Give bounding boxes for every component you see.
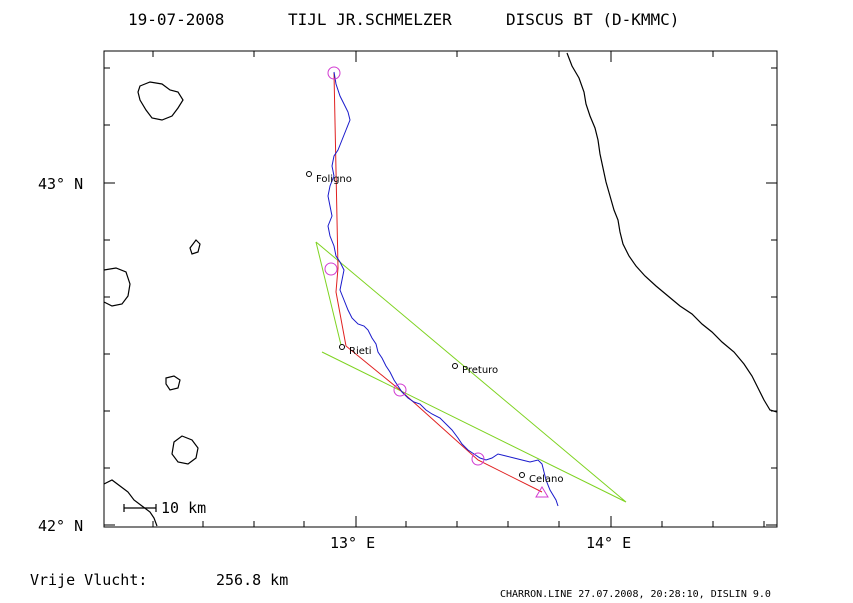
city-label-celano: Celano: [529, 474, 564, 485]
triangle-lines: [315, 241, 627, 503]
lake-vico: [165, 375, 181, 391]
flight-track: [327, 71, 559, 507]
lat-label-43: 43° N: [38, 175, 83, 193]
city-marker-foligno: [306, 171, 312, 177]
pilot-name: TIJL JR.SCHMELZER: [288, 10, 452, 29]
turnpoints: [324, 66, 549, 498]
tyrrhenian-coastline: [103, 479, 158, 527]
lake-trasimeno: [137, 81, 184, 121]
distance-value: 256.8 km: [216, 571, 288, 589]
coastline: [103, 52, 778, 527]
city-marker-preturo: [452, 363, 458, 369]
finish-triangle-marker: [535, 486, 549, 498]
city-marker-celano: [519, 472, 525, 478]
lakes: [103, 81, 201, 465]
city-label-preturo: Preturo: [462, 365, 498, 376]
turnpoint-3: [393, 383, 407, 397]
distance-label: Vrije Vlucht:: [30, 571, 147, 589]
task-line: [333, 72, 543, 493]
scale-bar: [123, 504, 157, 512]
turnpoint-4: [471, 452, 485, 466]
credit-line: CHARRON.LINE 27.07.2008, 20:28:10, DISLI…: [500, 589, 771, 600]
city-label-rieti: Rieti: [349, 346, 372, 357]
flight-date: 19-07-2008: [128, 10, 224, 29]
cities: Foligno Rieti Preturo Celano: [306, 171, 564, 485]
map-frame: [103, 50, 778, 528]
lat-label-42: 42° N: [38, 517, 83, 535]
lon-label-14: 14° E: [586, 534, 631, 552]
turnpoint-start: [327, 66, 341, 80]
scale-bar-label: 10 km: [161, 499, 206, 517]
glider-name: DISCUS BT (D-KMMC): [506, 10, 679, 29]
lake-bracciano: [171, 435, 199, 465]
lake-bolsena: [103, 267, 131, 307]
lon-label-13: 13° E: [330, 534, 375, 552]
adriatic-coastline: [566, 52, 778, 413]
city-marker-rieti: [339, 344, 345, 350]
city-label-foligno: Foligno: [316, 174, 352, 185]
lake-piediluco: [189, 239, 201, 255]
tick-marks: [104, 51, 777, 527]
turnpoint-2: [324, 262, 338, 276]
